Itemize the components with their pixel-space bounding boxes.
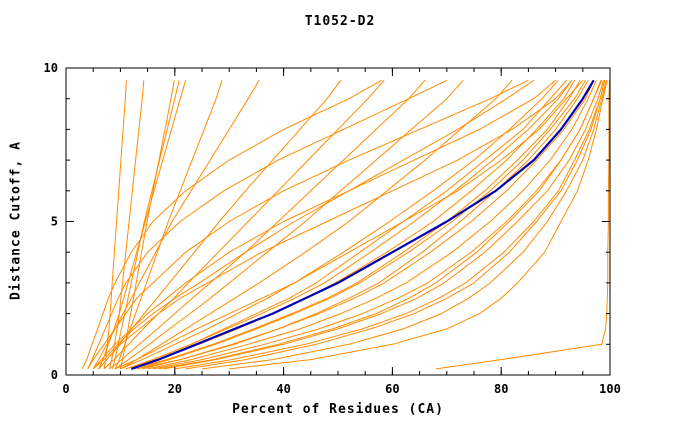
model-curves: [81, 79, 610, 370]
chart-title: T1052-D2: [304, 14, 376, 29]
x-tick-label: 20: [168, 382, 182, 396]
x-tick-label: 40: [276, 382, 290, 396]
y-tick-label: 10: [44, 61, 58, 75]
x-tick-label: 0: [62, 382, 69, 396]
x-axis-label: Percent of Residues (CA): [232, 402, 444, 417]
x-tick-label: 60: [385, 382, 399, 396]
x-tick-label: 100: [599, 382, 621, 396]
axes: 0 20 40 60 80 100 0 5 10: [44, 61, 621, 396]
y-tick-label: 0: [51, 368, 58, 382]
y-tick-label: 5: [51, 215, 58, 229]
x-tick-label: 80: [494, 382, 508, 396]
y-axis-label: Distance Cutoff, A: [8, 141, 24, 300]
